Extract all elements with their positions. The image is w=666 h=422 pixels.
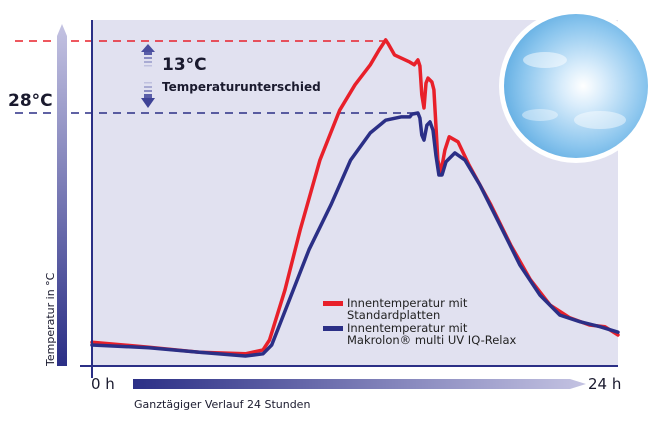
x-axis-arrow [133, 379, 586, 389]
legend-item-makrolon: Innentemperatur mit Makrolon® multi UV I… [323, 322, 522, 346]
legend-item-standard: Innentemperatur mit Standardplatten [323, 297, 522, 321]
series-line-makrolon [90, 111, 620, 358]
x-tick-0h: 0 h [91, 375, 115, 393]
legend-swatch-blue [323, 326, 343, 331]
x-tick-24h: 24 h [588, 375, 622, 393]
reference-label-28c: 28°C [8, 91, 53, 111]
difference-arrows [141, 44, 155, 108]
difference-text: Temperaturunterschied [162, 80, 321, 94]
legend-swatch-red [323, 301, 343, 306]
legend-label: Innentemperatur mit Makrolon® multi UV I… [347, 321, 517, 347]
x-axis-label: Ganztägiger Verlauf 24 Stunden [134, 398, 311, 411]
sky-image [499, 9, 653, 163]
y-axis-label: Temperatur in °C [44, 272, 57, 366]
legend-label: Innentemperatur mit Standardplatten [347, 296, 468, 322]
difference-value: 13°C [162, 55, 207, 75]
legend: Innentemperatur mit Standardplatten Inne… [323, 297, 522, 347]
y-axis-arrow [57, 24, 67, 366]
